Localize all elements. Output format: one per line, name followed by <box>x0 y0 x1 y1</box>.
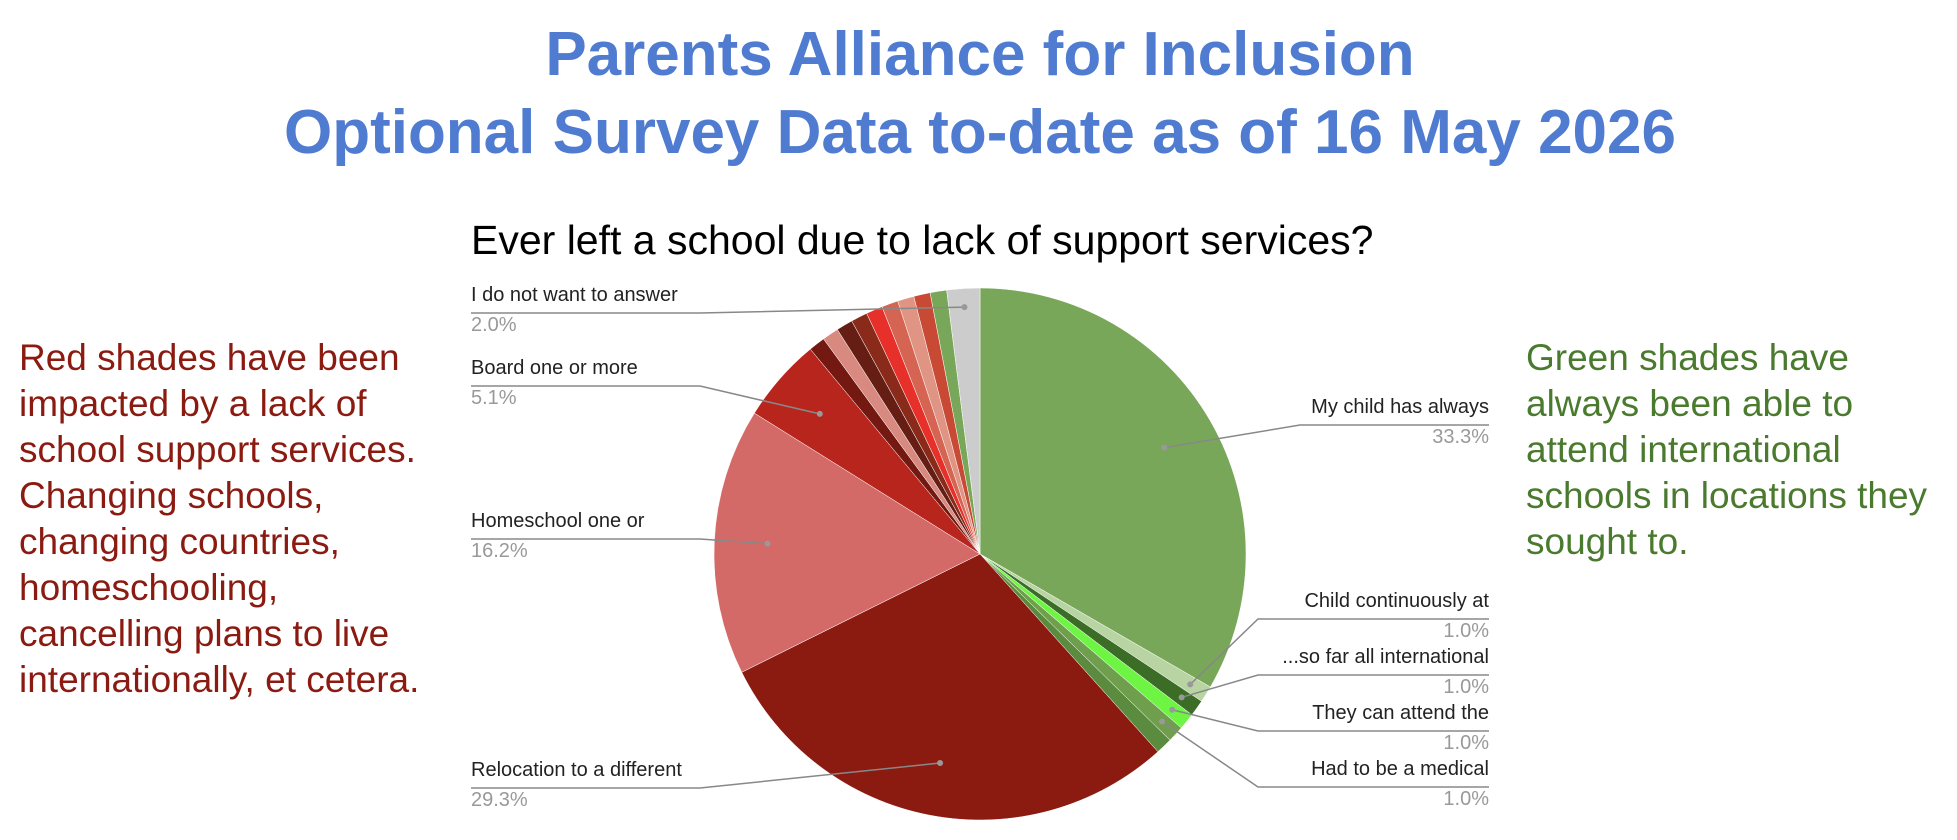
pie-slice <box>946 287 981 555</box>
pie-slice <box>713 412 981 673</box>
slice-value-label: 5.1% <box>471 387 517 409</box>
leader-line <box>1189 618 1489 685</box>
slice-value-label: 16.2% <box>471 540 528 562</box>
note-line: attend international <box>1526 429 1841 470</box>
leader-dot <box>937 760 944 767</box>
leader-dot <box>764 540 771 547</box>
leader-line <box>471 762 941 789</box>
slice-value-label: 2.0% <box>471 314 517 336</box>
note-line: internationally, et cetera. <box>19 659 419 700</box>
slice-label: Child continuously at <box>1304 590 1489 612</box>
leader-line <box>1172 708 1489 732</box>
slice-label: My child has always <box>1311 396 1489 418</box>
slice-value-label: 1.0% <box>1443 732 1489 754</box>
note-line: Changing schools, <box>19 475 323 516</box>
leader-line <box>1164 424 1489 449</box>
leader-dot <box>1178 694 1185 701</box>
slice-label: I do not want to answer <box>471 284 678 306</box>
note-line: homeschooling, <box>19 567 278 608</box>
note-line: school support services. <box>19 429 416 470</box>
leader-dot <box>1187 681 1194 688</box>
leader-dot <box>1161 444 1168 451</box>
slice-label: Relocation to a different <box>471 759 682 781</box>
slice-label: ...so far all international <box>1282 646 1489 668</box>
slice-value-label: 1.0% <box>1443 788 1489 810</box>
leader-line <box>471 538 768 545</box>
slice-value-label: 33.3% <box>1432 426 1489 448</box>
leader-line <box>471 385 820 415</box>
slice-value-label: 1.0% <box>1443 620 1489 642</box>
slice-label: Homeschool one or <box>471 510 645 532</box>
note-line: Red shades have been <box>19 337 400 378</box>
leader-line <box>1181 674 1489 699</box>
slice-value-label: 29.3% <box>471 789 528 811</box>
leader-dot <box>961 304 968 311</box>
chart-title: Ever left a school due to lack of suppor… <box>471 217 1373 263</box>
note-line: always been able to <box>1526 383 1853 424</box>
leader-dot <box>816 410 823 417</box>
leader-dot <box>1169 706 1176 713</box>
page-title: Parents Alliance for Inclusion <box>545 20 1414 89</box>
pie-slice <box>741 553 1159 821</box>
slice-label: Board one or more <box>471 357 638 379</box>
slice-value-label: 1.0% <box>1443 676 1489 698</box>
slice-label: They can attend the <box>1312 702 1489 724</box>
note-line: changing countries, <box>19 521 340 562</box>
note-line: sought to. <box>1526 521 1689 562</box>
note-line: Green shades have <box>1526 337 1849 378</box>
note-line: cancelling plans to live <box>19 613 389 654</box>
page-title: Optional Survey Data to-date as of 16 Ma… <box>284 98 1676 167</box>
slice-label: Had to be a medical <box>1311 758 1489 780</box>
leader-line <box>471 306 965 314</box>
leader-line <box>1161 720 1489 788</box>
note-line: impacted by a lack of <box>19 383 367 424</box>
pie-slice <box>979 287 1247 688</box>
leader-dot <box>1159 718 1166 725</box>
note-line: schools in locations they <box>1526 475 1928 516</box>
